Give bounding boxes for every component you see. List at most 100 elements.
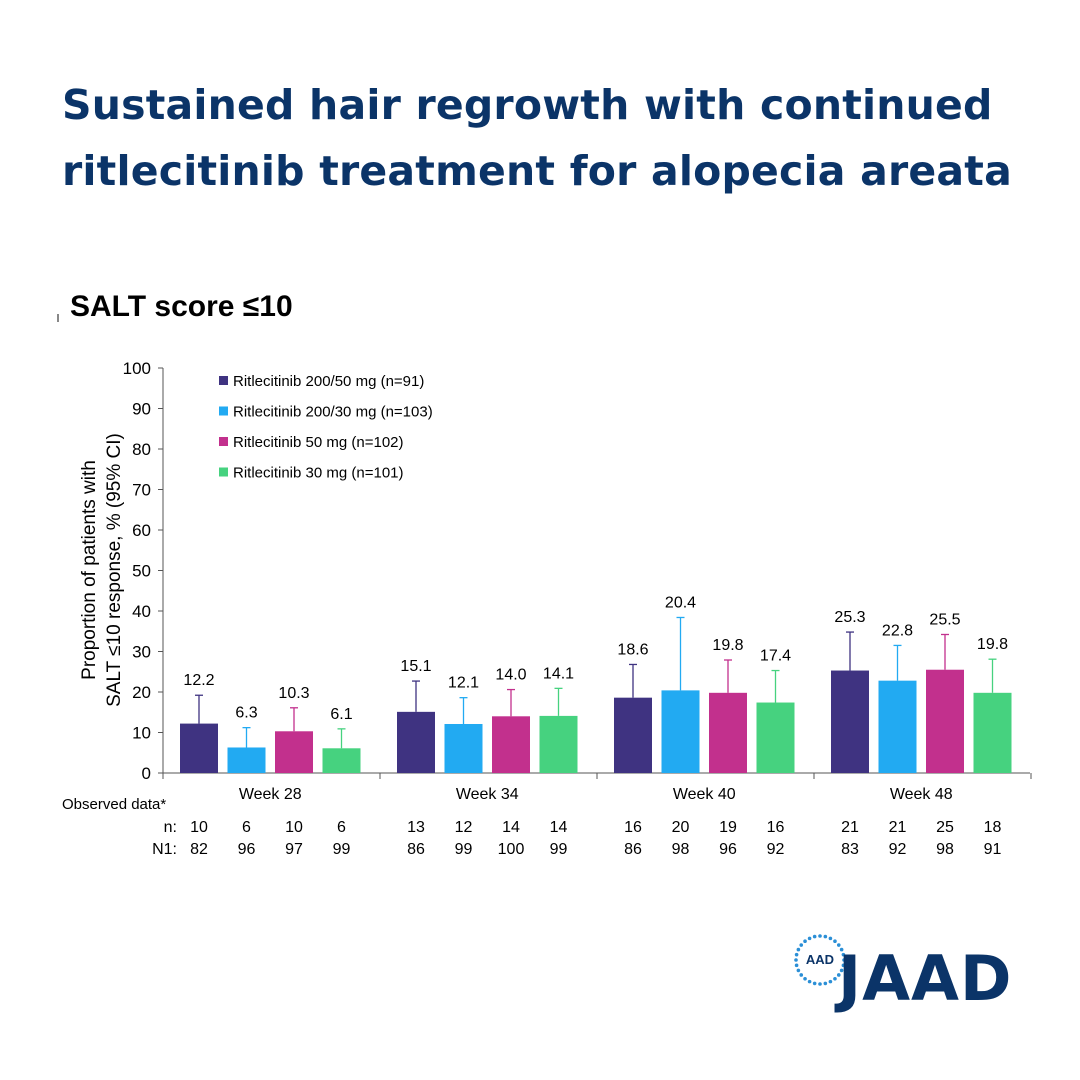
y-tick-label: 20	[132, 683, 151, 702]
y-tick-label: 60	[132, 521, 151, 540]
bar-value-label: 6.1	[330, 706, 352, 723]
badge-ring-dot	[833, 939, 837, 944]
bar	[878, 680, 917, 773]
bar-value-label: 19.8	[712, 637, 743, 654]
badge-ring-dot	[818, 934, 822, 938]
headline-line-2: ritlecitinib treatment for alopecia area…	[62, 147, 1012, 195]
aad-badge-icon: AAD	[794, 934, 846, 986]
badge-ring-dot	[839, 968, 844, 973]
badge-ring-dot	[839, 947, 844, 952]
bar	[926, 669, 964, 773]
badge-ring-dot	[812, 934, 817, 939]
badge-ring-dot	[796, 947, 801, 952]
legend-swatch	[219, 437, 228, 446]
badge-ring-dot	[803, 939, 807, 944]
table-cell: 86	[407, 841, 425, 858]
bar-value-label: 19.8	[977, 636, 1008, 653]
table-cell: 10	[190, 819, 208, 836]
table-cell: 18	[984, 819, 1002, 836]
y-tick-label: 50	[132, 562, 151, 581]
bar	[444, 723, 483, 773]
y-tick-label: 10	[132, 724, 151, 743]
bar	[275, 731, 313, 773]
bar	[492, 716, 530, 773]
badge-ring-dot	[794, 952, 799, 957]
bar	[756, 702, 795, 773]
table-cell: 12	[455, 819, 473, 836]
bar	[180, 723, 218, 773]
badge-ring-dot	[841, 952, 846, 957]
table-cell: 99	[550, 841, 568, 858]
table-cell: 16	[624, 819, 642, 836]
bar-value-label: 25.3	[834, 609, 865, 626]
table-cell: 13	[407, 819, 425, 836]
legend-swatch	[219, 406, 228, 416]
bar-value-label: 25.5	[929, 611, 960, 628]
table-cell: 100	[498, 841, 525, 858]
decorative-mark	[57, 314, 59, 322]
bar	[322, 748, 361, 773]
badge-ring-dot	[836, 943, 841, 947]
salt-response-bar-chart: 0 10 20 30 40 50 60 70 80 90 100 Proportion of pati…	[62, 359, 1032, 858]
table-cell: 21	[841, 819, 859, 836]
legend-swatch	[219, 376, 228, 385]
badge-ring-dot	[794, 963, 799, 968]
table-cell: 10	[285, 819, 303, 836]
legend-label: Ritlecitinib 200/50 mg (n=91)	[233, 373, 424, 390]
headline-line-1: Sustained hair regrowth with continued	[62, 81, 993, 129]
y-axis-title-line: Proportion of patients with	[79, 460, 100, 680]
bar-value-label: 12.1	[448, 675, 479, 692]
x-category-label: Week 48	[890, 786, 953, 803]
table-row-label: N1:	[152, 841, 177, 858]
jaad-logo: AAD JAAD	[790, 930, 1020, 1020]
bar-value-label: 14.0	[495, 667, 526, 684]
table-cell: 92	[767, 841, 785, 858]
table-cell: 6	[242, 819, 251, 836]
y-tick-label: 80	[132, 440, 151, 459]
badge-ring-dot	[836, 973, 841, 977]
legend-label: Ritlecitinib 200/30 mg (n=103)	[233, 404, 433, 421]
legend-swatch	[219, 467, 228, 477]
table-cell: 96	[238, 841, 256, 858]
bar-value-label: 14.1	[543, 665, 574, 682]
table-cell: 82	[190, 841, 208, 858]
bar-value-label: 20.4	[665, 594, 696, 611]
table-cell: 16	[767, 819, 785, 836]
badge-ring-dot	[807, 936, 812, 941]
table-cell: 83	[841, 841, 859, 858]
headline: Sustained hair regrowth with continued r…	[62, 72, 1042, 204]
table-cell: 99	[333, 841, 351, 858]
bar-value-label: 17.4	[760, 648, 791, 665]
x-category-label: Week 28	[239, 786, 302, 803]
badge-ring-dot	[828, 936, 833, 941]
badge-ring-dot	[799, 943, 804, 947]
bar	[227, 747, 266, 773]
y-tick-label: 30	[132, 643, 151, 662]
bar	[614, 697, 652, 773]
table-caption: Observed data*	[62, 796, 166, 813]
jaad-wordmark: JAAD	[838, 942, 1013, 1015]
badge-ring-dot	[833, 976, 837, 981]
y-tick-label: 100	[123, 359, 151, 378]
table-cell: 97	[285, 841, 303, 858]
badge-ring-dot	[823, 981, 828, 986]
table-cell: 21	[889, 819, 907, 836]
table-cell: 20	[672, 819, 690, 836]
table-cell: 14	[550, 819, 568, 836]
bar-value-label: 15.1	[400, 658, 431, 675]
badge-ring-dot	[828, 979, 833, 984]
table-cell: 25	[936, 819, 954, 836]
badge-ring-dot	[818, 982, 822, 986]
bar	[709, 692, 747, 773]
panel-title: SALT score ≤10	[70, 290, 293, 323]
badge-ring-dot	[842, 958, 846, 962]
badge-ring-dot	[796, 968, 801, 973]
badge-ring-dot	[803, 976, 807, 981]
legend-label: Ritlecitinib 30 mg (n=101)	[233, 465, 404, 482]
table-cell: 6	[337, 819, 346, 836]
bar	[831, 670, 869, 773]
y-tick-label: 40	[132, 602, 151, 621]
bar-value-label: 18.6	[617, 641, 648, 658]
table-cell: 14	[502, 819, 520, 836]
bar	[397, 711, 435, 773]
